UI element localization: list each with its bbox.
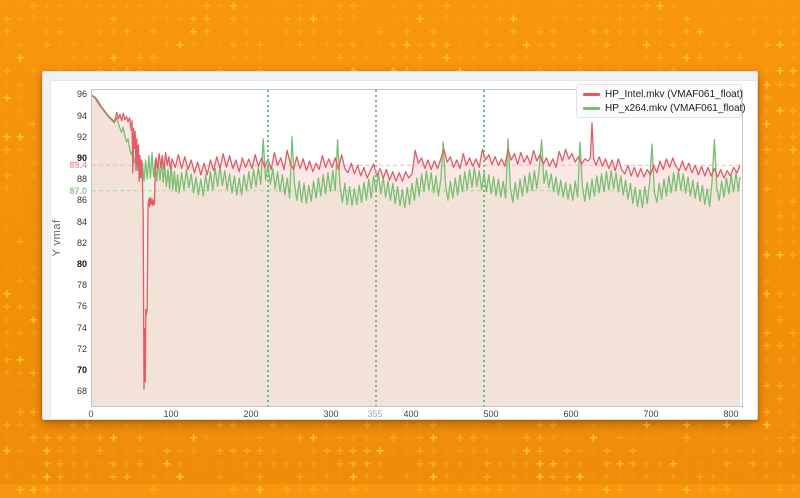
x-tick-label-700: 700	[643, 409, 659, 419]
y-tick-label-78: 78	[76, 280, 87, 290]
x-tick-label-300: 300	[323, 409, 339, 419]
x-tick-label-special-355: 355	[367, 409, 383, 419]
legend-label-hp-intel: HP_Intel.mkv (VMAF061_float)	[605, 88, 743, 100]
y-tick-label-88: 88	[76, 174, 87, 184]
y-tick-label-96: 96	[76, 89, 87, 99]
y-tick-label-68: 68	[76, 386, 87, 396]
x-tick-label-200: 200	[243, 409, 259, 419]
legend-item-hp-x264[interactable]: HP_x264.mkv (VMAF061_float)	[583, 102, 746, 115]
legend-label-hp-x264: HP_x264.mkv (VMAF061_float)	[605, 102, 746, 114]
y-tick-label-82: 82	[76, 238, 87, 248]
x-tick-label-600: 600	[563, 409, 579, 419]
legend-swatch-green-line-icon	[583, 106, 600, 110]
x-tick-label-500: 500	[483, 409, 499, 419]
x-tick-label-0: 0	[88, 409, 94, 419]
y-tick-label-94: 94	[76, 111, 87, 121]
y-tick-label-70: 70	[76, 365, 87, 375]
x-tick-label-800: 800	[723, 409, 739, 419]
mean-value-label-89.4: 89.4	[69, 160, 87, 170]
chart-canvas	[92, 90, 742, 406]
y-tick-label-72: 72	[76, 344, 87, 354]
y-tick-label-74: 74	[76, 323, 87, 333]
mean-value-label-87.0: 87.0	[69, 186, 87, 196]
y-tick-label-90: 90	[76, 153, 87, 163]
x-tick-label-100: 100	[163, 409, 179, 419]
window-top-edge	[43, 72, 757, 81]
x-tick-label-400: 400	[403, 409, 419, 419]
legend-item-hp-intel[interactable]: HP_Intel.mkv (VMAF061_float)	[583, 88, 743, 101]
y-tick-label-86: 86	[76, 195, 87, 205]
window-left-edge	[43, 72, 51, 419]
y-tick-label-80: 80	[76, 259, 87, 269]
y-tick-label-76: 76	[76, 301, 87, 311]
y-tick-label-84: 84	[76, 217, 87, 227]
y-tick-label-92: 92	[76, 132, 87, 142]
legend: HP_Intel.mkv (VMAF061_float) HP_x264.mkv…	[576, 84, 746, 118]
legend-swatch-red-line-icon	[583, 92, 600, 96]
plot-area[interactable]	[91, 89, 743, 407]
